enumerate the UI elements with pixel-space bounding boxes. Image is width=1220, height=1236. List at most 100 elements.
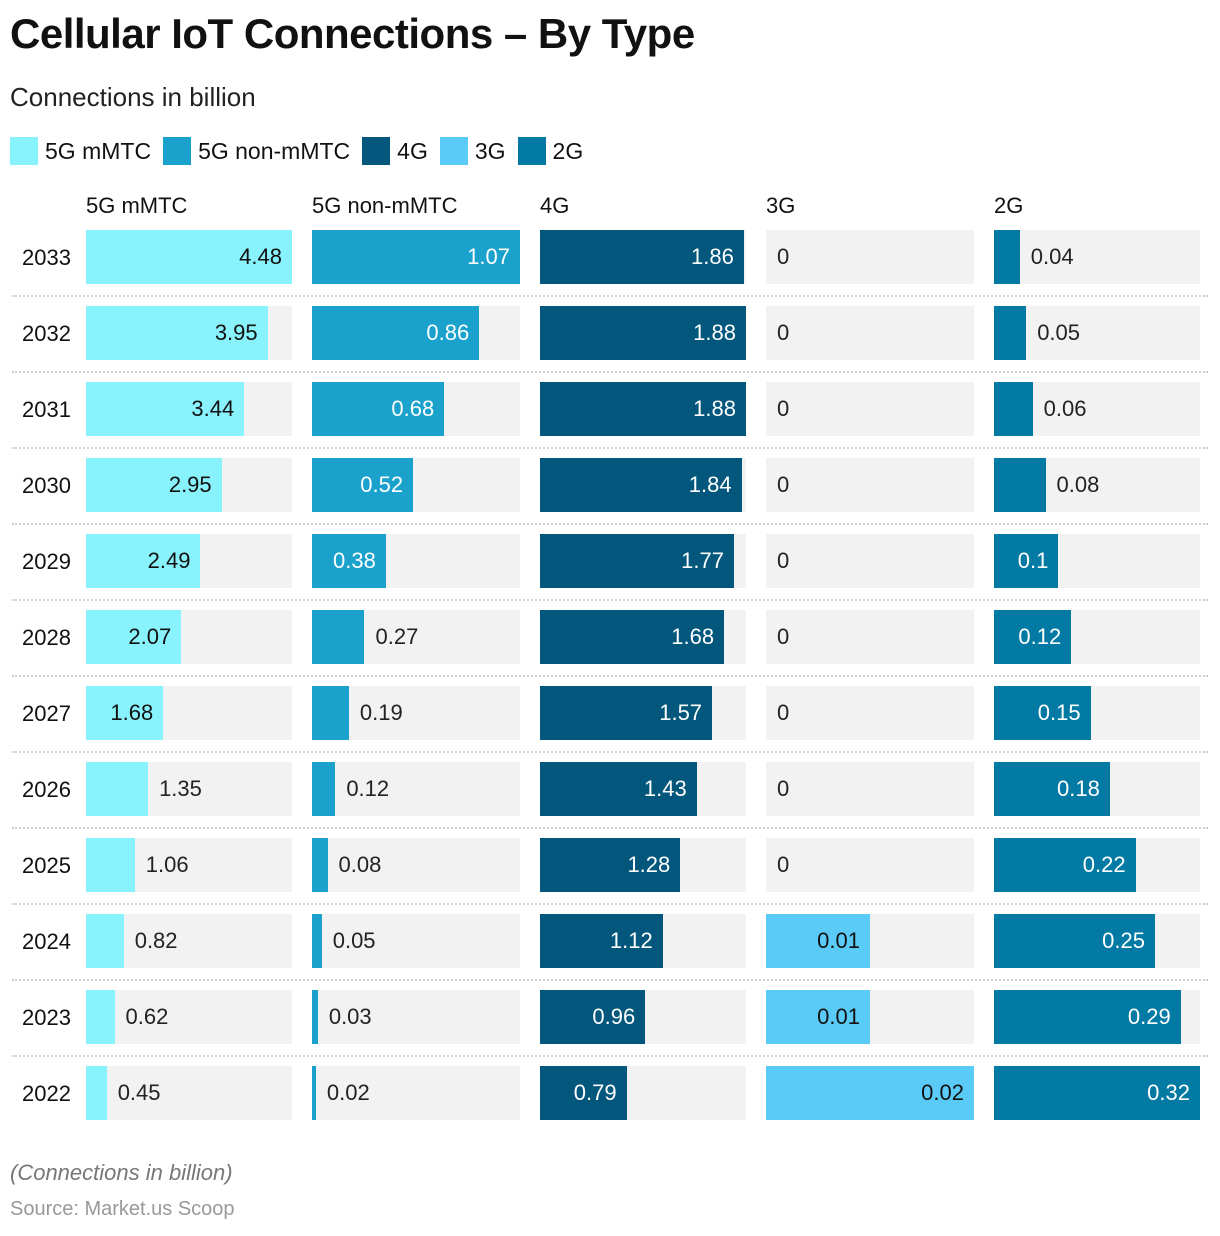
bar: [86, 1066, 107, 1120]
bar-track: 0.29: [994, 990, 1200, 1044]
bar: [312, 230, 520, 284]
legend-label: 5G mMTC: [45, 137, 152, 164]
data-label: 1.35: [159, 776, 202, 801]
column-header: 3G: [766, 193, 796, 218]
row-separator: [12, 979, 1208, 981]
bar-track: 0: [766, 762, 974, 816]
bar: [994, 534, 1059, 588]
bar-track: 1.06: [86, 838, 292, 892]
bar-track: 0.06: [994, 382, 1200, 436]
bar-track: 1.84: [540, 458, 746, 512]
chart-subtitle: Connections in billion: [10, 82, 256, 112]
data-label: 0.02: [921, 1080, 964, 1105]
bar-track: 0.01: [766, 990, 974, 1044]
bar-track: 1.88: [540, 382, 746, 436]
bar-track: 0.18: [994, 762, 1200, 816]
bar: [994, 382, 1033, 436]
data-label: 0.32: [1147, 1080, 1190, 1105]
bar-track: 1.07: [312, 230, 520, 284]
bar-track: 0.68: [312, 382, 520, 436]
data-label: 0.1: [1017, 548, 1049, 573]
bar-track: 0.32: [994, 1066, 1200, 1120]
bar: [86, 458, 222, 512]
data-label: 0.25: [1102, 928, 1145, 953]
data-label: 1.84: [688, 472, 732, 497]
row-separator: [12, 751, 1208, 753]
data-label: 0.68: [391, 396, 435, 421]
bar-track: 1.57: [540, 686, 746, 740]
bar-track: 0.08: [994, 458, 1200, 512]
data-label: 0: [777, 244, 790, 269]
bar: [540, 914, 663, 968]
bar-track: 0: [766, 534, 974, 588]
data-label: 0: [777, 624, 790, 649]
column-header: 4G: [540, 193, 570, 218]
bar: [540, 230, 744, 284]
data-label: 0: [777, 852, 790, 877]
bar-track: 0.96: [540, 990, 746, 1044]
data-label: 0.29: [1127, 1004, 1171, 1029]
data-label: 0.04: [1030, 244, 1074, 269]
bar-track: 1.12: [540, 914, 746, 968]
data-label: 0.05: [1037, 320, 1081, 345]
legend-swatch: [362, 137, 391, 165]
data-label: 0: [777, 700, 790, 725]
legend-item: 2G: [517, 137, 584, 165]
column-header: 2G: [994, 193, 1024, 218]
column-header: 5G non-mMTC: [312, 193, 458, 218]
bar-track: 1.77: [540, 534, 746, 588]
bar-track: 1.35: [86, 762, 292, 816]
bar-track: 0: [766, 686, 974, 740]
data-label: 0: [777, 320, 790, 345]
legend-label: 2G: [552, 137, 584, 164]
legend-swatch: [517, 137, 546, 165]
bar: [540, 382, 746, 436]
row-separator: [12, 827, 1208, 829]
data-label: 0.52: [360, 472, 404, 497]
bar: [86, 230, 292, 284]
category-label: 2032: [22, 321, 71, 346]
legend-item: 4G: [362, 137, 428, 165]
bar: [86, 914, 124, 968]
bar-track: 0.15: [994, 686, 1200, 740]
bar: [994, 838, 1136, 892]
category-label: 2030: [22, 473, 71, 498]
bar: [312, 686, 349, 740]
data-label: 0.15: [1037, 700, 1081, 725]
footnote: (Connections in billion): [10, 1160, 233, 1185]
legend-label: 3G: [474, 137, 506, 164]
data-label: 1.88: [693, 396, 736, 421]
bar: [312, 838, 328, 892]
category-label: 2024: [22, 929, 71, 954]
data-label: 0.19: [359, 700, 403, 725]
bar-track: 3.95: [86, 306, 292, 360]
data-label: 0.06: [1043, 396, 1087, 421]
data-label: 0.96: [592, 1004, 636, 1029]
row-separator: [12, 1055, 1208, 1057]
bar-track: 0.05: [994, 306, 1200, 360]
data-label: 0.01: [817, 1004, 860, 1029]
bar: [312, 1066, 316, 1120]
category-label: 2031: [22, 397, 71, 422]
data-label: 0.38: [333, 548, 376, 573]
bar-track: 2.49: [86, 534, 292, 588]
bar-track: 0: [766, 610, 974, 664]
bar-track: 0.62: [86, 990, 292, 1044]
bar: [766, 1066, 974, 1120]
legend-swatch: [439, 137, 468, 165]
data-label: 1.12: [609, 928, 653, 953]
data-label: 2.95: [168, 472, 212, 497]
bar-track: 0.22: [994, 838, 1200, 892]
data-label: 0.22: [1082, 852, 1126, 877]
data-label: 1.88: [693, 320, 736, 345]
legend-swatch: [10, 137, 38, 165]
data-label: 0.18: [1057, 776, 1100, 801]
bar: [994, 458, 1046, 512]
bar-track: 0.82: [86, 914, 292, 968]
bar: [994, 762, 1110, 816]
category-label: 2029: [22, 549, 71, 574]
bar: [766, 914, 870, 968]
bar: [312, 458, 414, 512]
data-label: 1.57: [659, 700, 703, 725]
bar: [86, 610, 182, 664]
